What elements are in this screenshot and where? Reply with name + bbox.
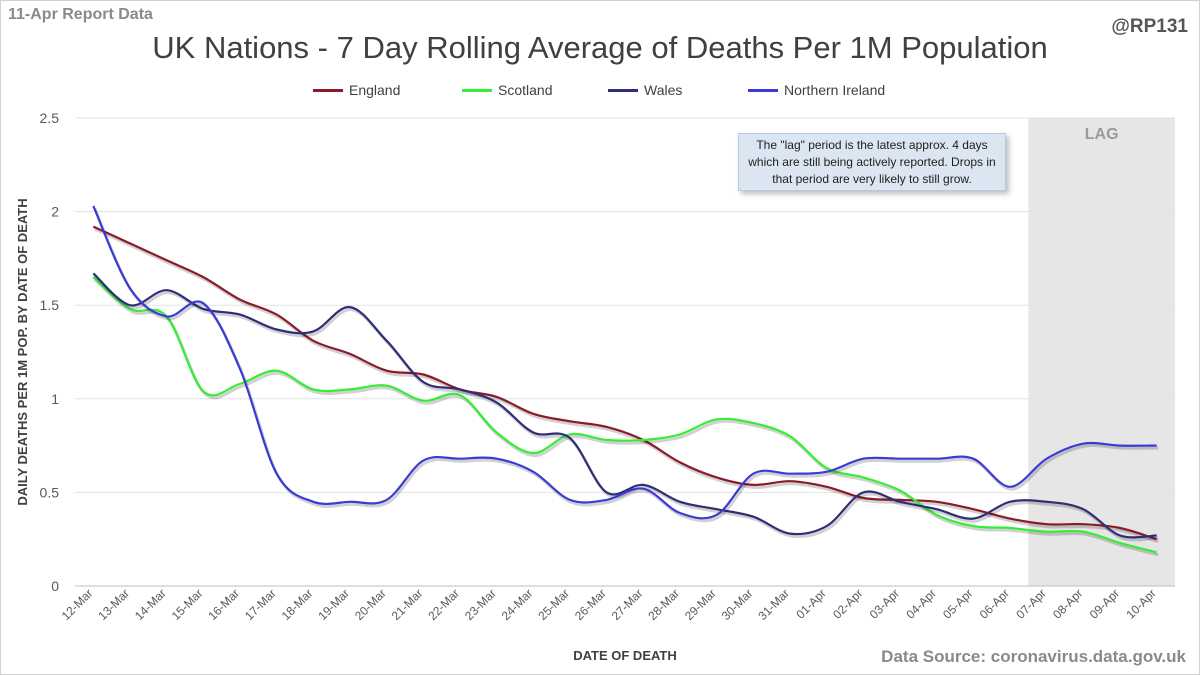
x-tick-label: 31-Mar — [755, 586, 792, 623]
x-tick-label: 06-Apr — [977, 586, 1012, 621]
x-tick-label: 16-Mar — [205, 586, 242, 623]
series-line-shadow — [93, 274, 1159, 542]
series-line-shadow — [94, 227, 1159, 544]
x-tick-label: 30-Mar — [719, 586, 756, 623]
y-axis-ticks: 0 0.5 1 1.5 2 2.5 — [40, 110, 60, 594]
legend-item: Scotland — [462, 82, 552, 98]
legend-swatch — [608, 88, 638, 92]
x-tick-label: 12-Mar — [59, 586, 96, 623]
y-tick-label: 2 — [51, 204, 59, 220]
x-tick-label: 20-Mar — [352, 586, 389, 623]
x-tick-label: 26-Mar — [572, 586, 609, 623]
x-tick-label: 24-Mar — [499, 586, 536, 623]
report-label: 11-Apr Report Data — [8, 6, 153, 23]
x-tick-label: 04-Apr — [903, 586, 938, 621]
series-lines — [92, 205, 1159, 557]
chart-title: UK Nations - 7 Day Rolling Average of De… — [152, 30, 1048, 65]
x-tick-label: 29-Mar — [682, 586, 719, 623]
legend-item: Northern Ireland — [748, 82, 885, 98]
x-tick-label: 25-Mar — [535, 586, 572, 623]
x-tick-label: 28-Mar — [645, 586, 682, 623]
y-axis-title: DAILY DEATHS PER 1M POP. BY DATE OF DEAT… — [15, 198, 30, 505]
x-tick-label: 01-Apr — [793, 586, 828, 621]
series-line-england — [92, 225, 1158, 541]
y-tick-label: 1 — [51, 391, 59, 407]
x-tick-label: 03-Apr — [867, 586, 902, 621]
x-tick-label: 05-Apr — [940, 586, 975, 621]
legend-label: Wales — [644, 82, 683, 98]
x-tick-label: 02-Apr — [830, 586, 865, 621]
series-line-scotland — [92, 276, 1157, 554]
legend-item: England — [313, 82, 400, 98]
series-line-shadow — [93, 278, 1159, 557]
lag-note: The "lag" period is the latest approx. 4… — [738, 133, 1006, 191]
legend-swatch — [462, 88, 492, 92]
x-tick-label: 08-Apr — [1050, 586, 1085, 621]
y-tick-label: 0.5 — [40, 484, 60, 500]
x-tick-label: 14-Mar — [132, 586, 169, 623]
y-tick-label: 2.5 — [40, 110, 60, 126]
x-tick-label: 21-Mar — [389, 586, 426, 623]
legend-swatch — [313, 88, 343, 92]
y-tick-label: 1.5 — [40, 297, 60, 313]
lag-region — [1028, 118, 1175, 586]
series-line-wales — [92, 272, 1157, 539]
legend-item: Wales — [608, 82, 682, 98]
y-tick-label: 0 — [51, 578, 59, 594]
x-tick-label: 15-Mar — [169, 586, 206, 623]
x-tick-label: 18-Mar — [279, 586, 316, 623]
x-tick-label: 22-Mar — [425, 586, 462, 623]
x-axis-ticks: 12-Mar 13-Mar 14-Mar 15-Mar 16-Mar 17-Mar 18-M… — [59, 586, 1159, 623]
series-line-northern-ireland — [92, 205, 1157, 520]
x-tick-label: 23-Mar — [462, 586, 499, 623]
lag-label: LAG — [1085, 126, 1119, 143]
x-tick-label: 07-Apr — [1013, 586, 1048, 621]
chart-legend: England Scotland Wales Northern Ireland — [0, 82, 1200, 102]
x-tick-label: 19-Mar — [315, 586, 352, 623]
legend-label: Northern Ireland — [784, 82, 886, 98]
x-tick-label: 17-Mar — [242, 586, 279, 623]
legend-swatch — [748, 88, 778, 92]
x-tick-label: 13-Mar — [95, 586, 132, 623]
gridlines — [75, 117, 1175, 587]
x-tick-label: 27-Mar — [609, 586, 646, 623]
series-line-shadow — [93, 207, 1159, 523]
legend-label: Scotland — [498, 82, 553, 98]
data-source: Data Source: coronavirus.data.gov.uk — [881, 647, 1186, 666]
x-axis-title: DATE OF DEATH — [573, 648, 677, 663]
x-tick-label: 09-Apr — [1087, 586, 1122, 621]
x-tick-label: 10-Apr — [1123, 586, 1158, 621]
author-handle: @RP131 — [1111, 16, 1188, 37]
legend-label: England — [349, 82, 401, 98]
